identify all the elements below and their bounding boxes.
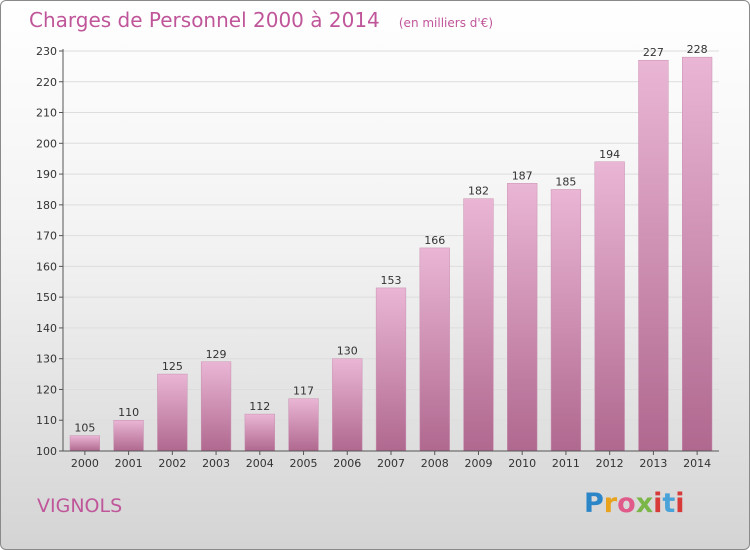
x-tick-label: 2001 [115, 457, 143, 470]
bar-2004 [244, 413, 275, 452]
x-tick-label: 2011 [552, 457, 580, 470]
bar-2006 [332, 358, 363, 452]
bar-2007 [375, 287, 407, 452]
value-label: 125 [162, 360, 183, 373]
x-tick-label: 2014 [683, 457, 711, 470]
y-tick-label: 130 [36, 353, 57, 366]
y-tick-label: 200 [36, 137, 57, 150]
bar-2014 [682, 56, 713, 452]
chart-title: Charges de Personnel 2000 à 2014 [29, 8, 380, 32]
value-label: 112 [249, 400, 270, 413]
x-tick-label: 2003 [202, 457, 230, 470]
value-label: 194 [599, 148, 620, 161]
value-label: 110 [118, 406, 139, 419]
chart-unit: (en milliers d'€) [398, 16, 493, 30]
y-tick-label: 230 [36, 45, 57, 58]
title-block: Charges de Personnel 2000 à 2014 (en mil… [29, 8, 493, 32]
x-tick-label: 2013 [639, 457, 667, 470]
bar-2013 [638, 59, 669, 452]
y-tick-label: 170 [36, 230, 57, 243]
city-name: VIGNOLS [37, 495, 123, 517]
y-tick-label: 150 [36, 291, 57, 304]
x-tick-labels: 2000 2001 2002 2003 2004 2005 2006 2007 2008 2009… [71, 451, 711, 470]
bar-2011 [550, 189, 582, 452]
x-tick-label: 2006 [333, 457, 361, 470]
value-label: 185 [555, 175, 576, 188]
y-tick-label: 110 [36, 414, 57, 427]
x-tick-label: 2012 [596, 457, 624, 470]
x-tick-label: 2005 [290, 457, 318, 470]
x-tick-label: 2004 [246, 457, 274, 470]
bar-2000 [69, 435, 100, 452]
proxiti-logo: Proxiti [584, 488, 685, 519]
bar-2003 [200, 361, 232, 452]
x-tick-label: 2007 [377, 457, 405, 470]
y-tick-label: 210 [36, 107, 57, 120]
x-tick-label: 2008 [421, 457, 449, 470]
bar-2012 [594, 161, 625, 452]
value-label: 117 [293, 385, 314, 398]
x-tick-label: 2000 [71, 457, 99, 470]
bar-2001 [113, 419, 144, 452]
value-label: 187 [512, 169, 533, 182]
value-label: 227 [643, 46, 664, 59]
bar-2010 [507, 183, 538, 452]
x-tick-label: 2002 [158, 457, 186, 470]
bar-2008 [419, 247, 450, 452]
value-label: 166 [424, 234, 445, 247]
y-tick-label: 100 [36, 445, 57, 458]
value-label: 228 [687, 43, 708, 56]
bar-2009 [463, 198, 494, 452]
y-tick-label: 120 [36, 383, 57, 396]
bar-2002 [157, 373, 188, 452]
y-tick-label: 180 [36, 199, 57, 212]
value-label: 129 [206, 348, 227, 361]
value-label: 130 [337, 345, 358, 358]
value-label: 182 [468, 185, 489, 198]
bars [69, 56, 713, 452]
x-tick-label: 2010 [508, 457, 536, 470]
bar-2005 [288, 398, 319, 452]
x-tick-label: 2009 [464, 457, 492, 470]
y-tick-labels: 100 110 120 130 140 150 160 170 180 190 200 210 220 2… [36, 45, 57, 458]
y-tick-label: 190 [36, 168, 57, 181]
value-label: 153 [381, 274, 402, 287]
y-tick-label: 220 [36, 76, 57, 89]
value-label: 105 [74, 422, 95, 435]
y-tick-label: 160 [36, 260, 57, 273]
y-tick-label: 140 [36, 322, 57, 335]
value-labels: 105 110 125 129 112 117 130 153 166 182 187 185 194 2… [74, 43, 707, 434]
